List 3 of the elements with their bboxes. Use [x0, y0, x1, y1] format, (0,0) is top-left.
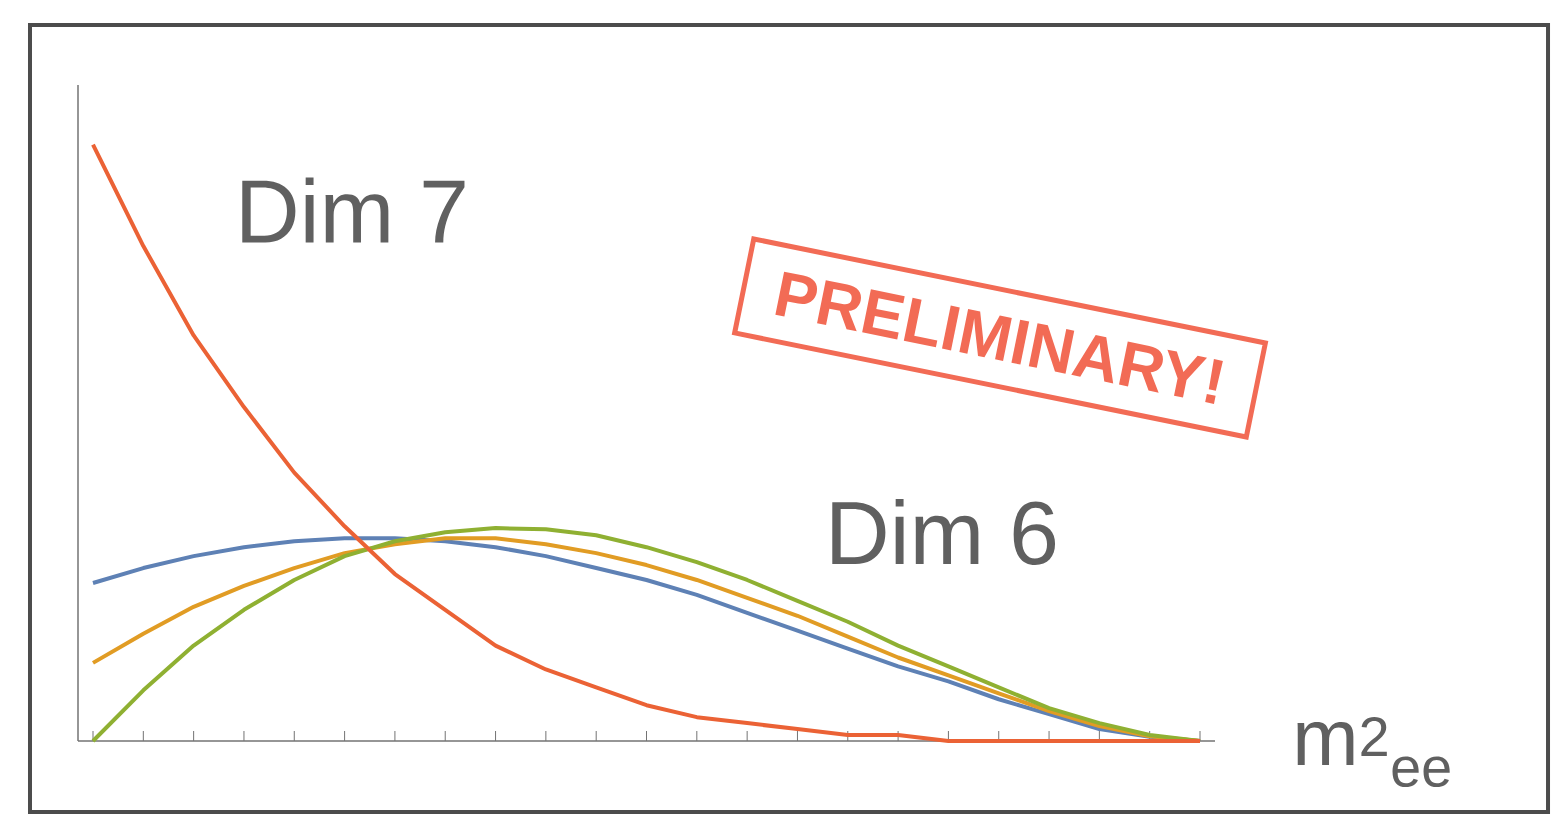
annotation: Dim 6 [832, 499, 1056, 565]
x-axis-title: m$^{2}$$_{ee}$ [1297, 717, 1450, 788]
annotation: Dim 7 [242, 177, 465, 243]
